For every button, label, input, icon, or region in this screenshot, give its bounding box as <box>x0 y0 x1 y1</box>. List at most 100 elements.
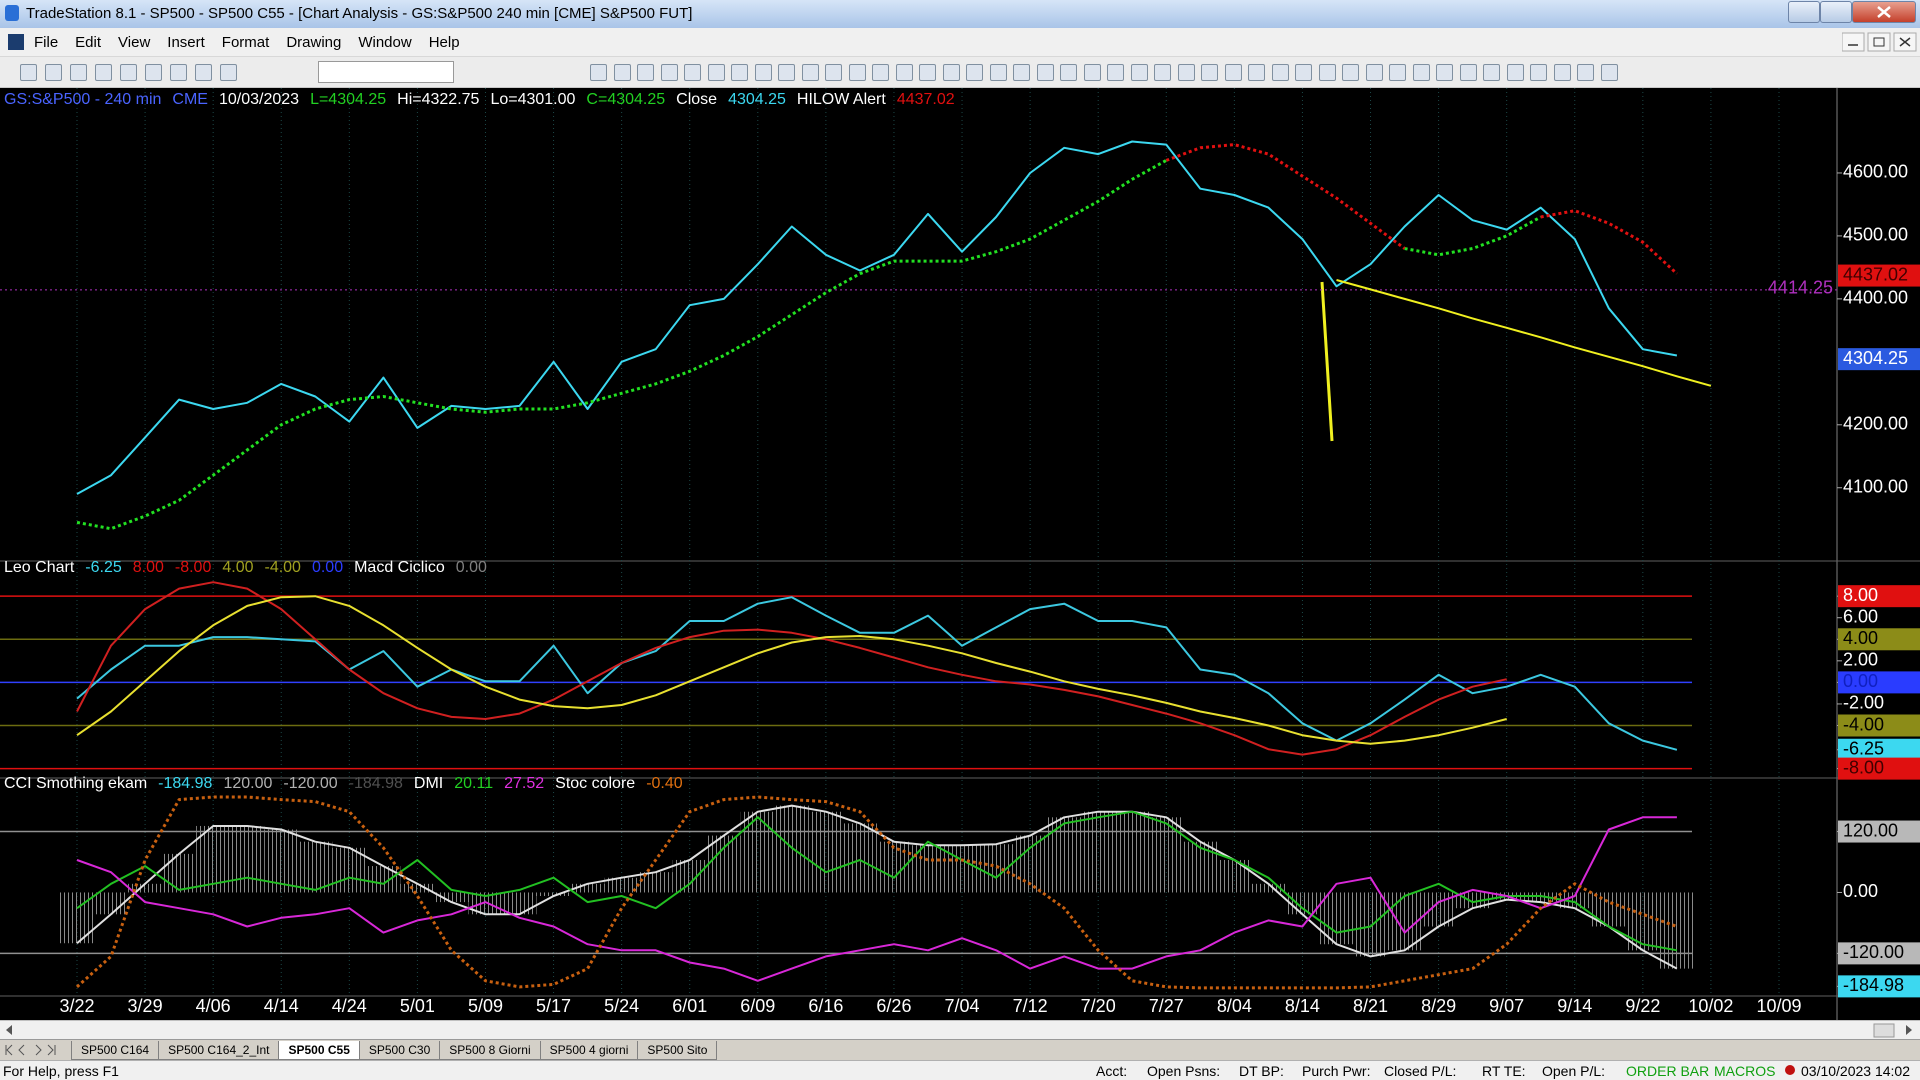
histogram-bar <box>672 859 707 893</box>
toolbar-button[interactable] <box>613 64 631 81</box>
toolbar-button[interactable] <box>1600 64 1618 81</box>
toolbar-button[interactable] <box>754 64 772 81</box>
toolbar-button[interactable] <box>801 64 819 81</box>
toolbar-button[interactable] <box>731 64 748 81</box>
sheet-tab[interactable]: SP500 4 giorni <box>539 1041 639 1060</box>
toolbar-button[interactable] <box>989 64 1007 81</box>
minimize-button[interactable] <box>1788 1 1820 23</box>
status-field: RT TE: <box>1482 1063 1526 1079</box>
toolbar-button[interactable] <box>145 64 162 81</box>
toolbar-button[interactable] <box>895 64 913 81</box>
y-tick-label: 0.00 <box>1843 881 1878 901</box>
sheet-tab[interactable]: SP500 8 Giorni <box>439 1041 541 1060</box>
menu-item[interactable]: Window <box>358 34 412 51</box>
scroll-thumb[interactable] <box>1873 1023 1895 1038</box>
toolbar-button[interactable] <box>966 64 983 81</box>
toolbar-button[interactable] <box>1083 64 1101 81</box>
macros[interactable]: MACROS <box>1714 1063 1776 1079</box>
toolbar-button[interactable] <box>1013 64 1030 81</box>
toolbar-button[interactable] <box>1130 64 1148 81</box>
sheet-tab[interactable]: SP500 C164_2_Int <box>158 1041 280 1060</box>
menu-item[interactable]: Edit <box>75 34 102 51</box>
sheet-tab[interactable]: SP500 C55 <box>278 1041 360 1060</box>
toolbar-button[interactable] <box>1342 64 1359 81</box>
menu-item[interactable]: Format <box>221 34 270 51</box>
toolbar-button[interactable] <box>1271 64 1289 81</box>
toolbar-button[interactable] <box>1318 64 1336 81</box>
histogram-bar <box>876 841 911 893</box>
panel-header-item: 27.52 <box>504 775 544 792</box>
y-tick-label: 2.00 <box>1843 650 1878 670</box>
close-button[interactable] <box>1852 1 1916 23</box>
toolbar-button[interactable] <box>590 64 607 81</box>
toolbar-button[interactable] <box>1295 64 1312 81</box>
toolbar-button[interactable] <box>778 64 795 81</box>
y-tick-label: 4200.00 <box>1843 414 1908 434</box>
status-field: Closed P/L: <box>1384 1063 1457 1079</box>
toolbar <box>0 57 1920 88</box>
toolbar-button[interactable] <box>95 64 112 81</box>
close-glyph <box>1877 6 1891 18</box>
value-box-label: -8.00 <box>1843 757 1884 777</box>
sheet-tab[interactable]: SP500 C164 <box>71 1041 160 1060</box>
toolbar-button[interactable] <box>1154 64 1171 81</box>
toolbar-button[interactable] <box>1224 64 1242 81</box>
menu-item[interactable]: Drawing <box>286 34 342 51</box>
toolbar-button[interactable] <box>220 64 237 81</box>
tab-navigation[interactable] <box>2 1043 68 1057</box>
histogram-bar <box>706 835 741 893</box>
symbol-combobox[interactable] <box>318 61 454 83</box>
status-field: Acct: <box>1096 1063 1128 1079</box>
toolbar-button[interactable] <box>1412 64 1430 81</box>
x-tick-label: 6/26 <box>876 996 911 1016</box>
toolbar-button[interactable] <box>919 64 936 81</box>
toolbar-button[interactable] <box>1107 64 1124 81</box>
sheet-tab[interactable]: SP500 C30 <box>358 1041 441 1060</box>
toolbar-button[interactable] <box>684 64 701 81</box>
toolbar-button[interactable] <box>1177 64 1195 81</box>
horizontal-scrollbar[interactable] <box>0 1020 1920 1040</box>
toolbar-button[interactable] <box>707 64 725 81</box>
toolbar-button[interactable] <box>1530 64 1547 81</box>
menu-item[interactable]: View <box>118 34 151 51</box>
toolbar-button[interactable] <box>1459 64 1477 81</box>
toolbar-button[interactable] <box>637 64 654 81</box>
toolbar-button[interactable] <box>1201 64 1218 81</box>
panel-header-item: 120.00 <box>223 775 272 792</box>
toolbar-button[interactable] <box>1365 64 1383 81</box>
toolbar-button[interactable] <box>1577 64 1594 81</box>
histogram-bar <box>162 853 197 893</box>
toolbar-button[interactable] <box>195 64 212 81</box>
toolbar-button[interactable] <box>1060 64 1077 81</box>
toolbar-button[interactable] <box>170 64 187 81</box>
toolbar-button[interactable] <box>1553 64 1571 81</box>
x-tick-label: 7/20 <box>1081 996 1116 1016</box>
toolbar-button[interactable] <box>660 64 678 81</box>
toolbar-button[interactable] <box>872 64 889 81</box>
toolbar-button[interactable] <box>1436 64 1453 81</box>
toolbar-button[interactable] <box>1506 64 1524 81</box>
toolbar-button[interactable] <box>1036 64 1054 81</box>
toolbar-button[interactable] <box>20 64 37 81</box>
series-line <box>76 159 1542 531</box>
maximize-button[interactable] <box>1820 1 1852 23</box>
menu-item[interactable]: File <box>34 34 59 51</box>
mdi-minimize[interactable] <box>1842 32 1865 52</box>
x-tick-label: 8/14 <box>1285 996 1320 1016</box>
toolbar-button[interactable] <box>942 64 960 81</box>
menu-item[interactable]: Insert <box>167 34 205 51</box>
toolbar-button[interactable] <box>848 64 866 81</box>
toolbar-button[interactable] <box>45 64 62 81</box>
toolbar-button[interactable] <box>120 64 137 81</box>
toolbar-button[interactable] <box>825 64 842 81</box>
toolbar-button[interactable] <box>70 64 87 81</box>
x-tick-label: 7/04 <box>945 996 980 1016</box>
sheet-tab[interactable]: SP500 Sito <box>637 1041 718 1060</box>
menu-item[interactable]: Help <box>428 34 460 51</box>
toolbar-button[interactable] <box>1483 64 1500 81</box>
value-box <box>1838 628 1920 651</box>
order-bar[interactable]: ORDER BAR <box>1626 1063 1710 1079</box>
toolbar-button[interactable] <box>1389 64 1406 81</box>
toolbar-button[interactable] <box>1248 64 1265 81</box>
mdi-restore[interactable] <box>1867 32 1891 52</box>
